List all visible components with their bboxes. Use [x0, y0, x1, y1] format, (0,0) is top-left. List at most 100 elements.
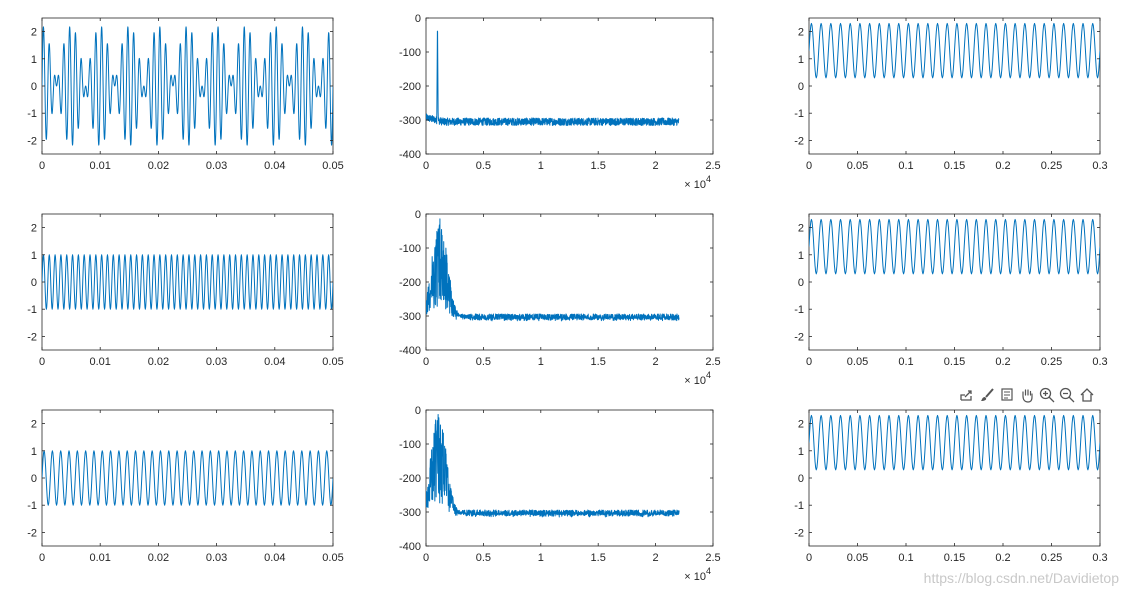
x-tick-label: 1.5 [591, 356, 606, 368]
y-tick-label: 2 [798, 223, 804, 235]
y-tick-label: 1 [31, 446, 37, 458]
brush-icon [981, 388, 994, 401]
y-tick-label: 2 [798, 27, 804, 39]
x-tick-label: 0.01 [89, 552, 110, 564]
x-tick-label: 0.04 [264, 356, 285, 368]
y-tick-label: -2 [794, 135, 804, 147]
series-line [42, 26, 333, 146]
y-tick-label: -1 [794, 304, 804, 316]
x-tick-label: 2.5 [705, 552, 720, 564]
axes-box [808, 17, 1101, 155]
x-tick-label: 0 [423, 356, 429, 368]
subplot-r1c3[interactable]: 0 0.05 0.1 0.15 0.2 0.25 0.3 -2 -1 0 1 2 [794, 17, 1108, 172]
x-tick-label: 0.5 [476, 356, 491, 368]
y-tick-label: 1 [31, 54, 37, 66]
y-tick-label: -2 [794, 331, 804, 343]
x-tick-label: 0.03 [206, 160, 227, 172]
series-line [42, 254, 333, 310]
y-tick-label: 1 [798, 446, 804, 458]
x-tick-label: 0.04 [264, 552, 285, 564]
subplot-r1c2[interactable]: 0 0.5 1 1.5 2 2.5 -400 -300 -200 -100 0 × 104 [399, 13, 721, 191]
x-tick-label: 1.5 [591, 552, 606, 564]
axes-toolbar [958, 386, 1096, 404]
x-tick-label: 0.25 [1041, 552, 1062, 564]
x-tick-label: 0.05 [847, 356, 868, 368]
y-tick-label: -100 [399, 439, 421, 451]
x-tick-label: 2.5 [705, 356, 720, 368]
subplot-r1c1[interactable]: 0 0.01 0.02 0.03 0.04 0.05 -2 -1 0 1 2 [27, 17, 344, 172]
x-tick-label: 1 [538, 356, 544, 368]
x-tick-label: 0.05 [322, 552, 343, 564]
x-tick-label: 0.1 [898, 356, 913, 368]
y-tick-label: -1 [27, 108, 37, 120]
x-tick-label: 0 [39, 356, 45, 368]
subplot-r3c3[interactable]: 0 0.05 0.1 0.15 0.2 0.25 0.3 -2 -1 0 1 2 [794, 409, 1108, 564]
y-tick-label: -2 [27, 135, 37, 147]
x-tick-label: 0.02 [148, 160, 169, 172]
x-tick-label: 0.05 [322, 160, 343, 172]
y-tick-label: 2 [31, 419, 37, 431]
y-tick-label: -200 [399, 473, 421, 485]
x-tick-label: 0 [423, 160, 429, 172]
y-tick-label: 0 [798, 277, 804, 289]
x-tick-label: 2 [653, 356, 659, 368]
export-button[interactable] [958, 386, 976, 404]
x-tick-label: 0.2 [995, 160, 1010, 172]
y-tick-label: -400 [399, 149, 421, 161]
home-icon [1080, 388, 1094, 402]
x-exponent-label: × 104 [684, 566, 711, 583]
home-button[interactable] [1078, 386, 1096, 404]
datatip-button[interactable] [998, 386, 1016, 404]
series-line [809, 22, 1100, 79]
x-tick-label: 0.05 [322, 356, 343, 368]
x-tick-label: 0 [423, 552, 429, 564]
y-tick-label: -2 [794, 527, 804, 539]
x-tick-label: 0.5 [476, 160, 491, 172]
x-tick-label: 1 [538, 160, 544, 172]
x-tick-label: 0 [39, 552, 45, 564]
x-tick-label: 0.25 [1041, 356, 1062, 368]
y-tick-label: 0 [415, 13, 421, 25]
y-tick-label: -300 [399, 115, 421, 127]
y-tick-label: -300 [399, 507, 421, 519]
x-exponent-label: × 104 [684, 174, 711, 191]
zoom-in-icon [1039, 387, 1055, 403]
y-tick-label: -2 [27, 331, 37, 343]
x-tick-label: 0.25 [1041, 160, 1062, 172]
subplot-r2c1[interactable]: 0 0.01 0.02 0.03 0.04 0.05 -2 -1 0 1 2 [27, 213, 344, 368]
export-icon [960, 390, 972, 401]
watermark-text: https://blog.csdn.net/Davidietop [923, 570, 1119, 586]
x-tick-label: 0.05 [847, 552, 868, 564]
zoom-out-button[interactable] [1058, 386, 1076, 404]
x-tick-label: 2 [653, 160, 659, 172]
y-tick-label: 0 [798, 81, 804, 93]
zoom-in-button[interactable] [1038, 386, 1056, 404]
y-tick-label: -1 [27, 304, 37, 316]
subplot-r2c3[interactable]: 0 0.05 0.1 0.15 0.2 0.25 0.3 -2 -1 0 1 2 [794, 213, 1108, 368]
y-tick-label: -200 [399, 81, 421, 93]
subplot-r3c1[interactable]: 0 0.01 0.02 0.03 0.04 0.05 -2 -1 0 1 2 [27, 409, 344, 564]
subplot-r2c2[interactable]: 0 0.5 1 1.5 2 2.5 -400 -300 -200 -100 0 × 104 [399, 209, 721, 387]
x-tick-label: 0.15 [944, 160, 965, 172]
series-line [426, 218, 680, 322]
y-tick-label: 0 [31, 81, 37, 93]
subplot-r3c2[interactable]: 0 0.5 1 1.5 2 2.5 -400 -300 -200 -100 0 × 104 [399, 405, 721, 583]
y-tick-label: -1 [794, 108, 804, 120]
y-tick-label: -2 [27, 527, 37, 539]
brush-button[interactable] [978, 386, 996, 404]
x-tick-label: 0.03 [206, 552, 227, 564]
x-tick-label: 0.02 [148, 356, 169, 368]
series-line [809, 414, 1100, 471]
pan-button[interactable] [1018, 386, 1036, 404]
y-tick-label: -100 [399, 47, 421, 59]
axes-box [808, 409, 1101, 547]
y-tick-label: 2 [31, 223, 37, 235]
y-tick-label: 1 [798, 54, 804, 66]
x-tick-label: 0.3 [1092, 552, 1107, 564]
x-tick-label: 0.1 [898, 552, 913, 564]
x-tick-label: 1 [538, 552, 544, 564]
x-tick-label: 0.2 [995, 356, 1010, 368]
x-tick-label: 2 [653, 552, 659, 564]
x-tick-label: 0 [39, 160, 45, 172]
